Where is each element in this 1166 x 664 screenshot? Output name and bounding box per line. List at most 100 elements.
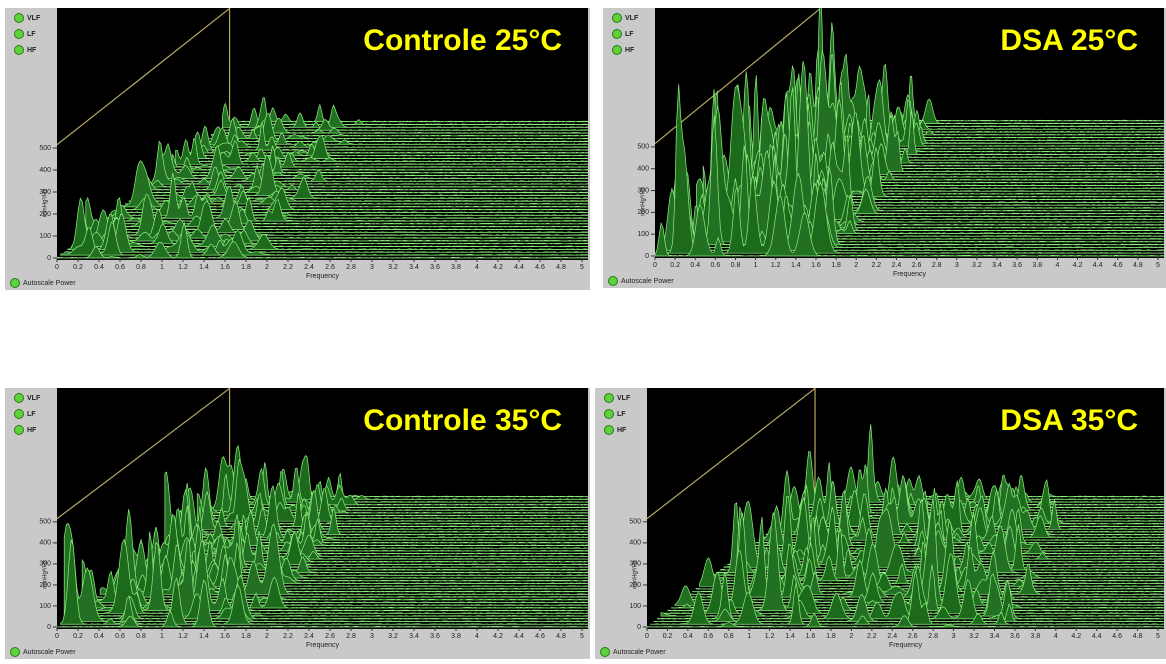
- guide-line: [57, 8, 231, 146]
- x-tick-label: 1.4: [199, 633, 209, 640]
- spectrum-trace: [229, 103, 588, 123]
- x-tick-label: 0.2: [73, 633, 83, 640]
- x-tick-label: 4.6: [535, 633, 545, 640]
- legend-label: HF: [617, 427, 627, 434]
- x-tick-label: 0.8: [136, 633, 146, 640]
- y-tick-label: 100: [39, 603, 51, 610]
- x-tick-label: 0.6: [710, 262, 720, 269]
- spectrum-trace: [193, 121, 588, 151]
- spectrum-trace: [650, 570, 1164, 625]
- x-tick-label: 0.8: [731, 262, 741, 269]
- x-tick-label: 0.4: [683, 633, 693, 640]
- panel: DSA 35°C VLF LF HF 0 100 200 300 400 500 mmHg²/Hz 0…: [595, 388, 1166, 659]
- x-tick-label: 2.8: [928, 633, 938, 640]
- x-tick-label: 1.4: [199, 264, 209, 271]
- x-tick-label: 3.8: [451, 264, 461, 271]
- x-tick-label: 2.2: [867, 633, 877, 640]
- y-tick-label: 400: [629, 540, 641, 547]
- x-tick-label: 1.6: [220, 633, 230, 640]
- x-tick-label: 4.8: [1133, 633, 1143, 640]
- spectrum-trace: [60, 539, 588, 625]
- x-tick-label: 0: [55, 633, 59, 640]
- x-tick-label: 2.4: [887, 633, 897, 640]
- legend-label: LF: [625, 31, 634, 38]
- spectrum-trace: [81, 558, 588, 609]
- y-tick-label: 0: [47, 255, 51, 262]
- x-tick-label: 0: [55, 264, 59, 271]
- autoscale-led: [10, 278, 20, 288]
- legend-label: HF: [27, 47, 37, 54]
- x-tick-label: 2: [854, 262, 858, 269]
- guide-line: [57, 388, 231, 520]
- guide-line: [647, 388, 816, 520]
- legend-label: VLF: [27, 395, 41, 402]
- x-tick-label: 2.8: [932, 262, 942, 269]
- x-tick-label: 5: [1156, 633, 1160, 640]
- autoscale-label: Autoscale Power: [621, 278, 674, 285]
- spectrum-trace: [67, 197, 588, 250]
- spectrum-trace: [189, 142, 588, 154]
- x-tick-label: 4: [475, 633, 479, 640]
- x-tick-label: 3.4: [409, 264, 419, 271]
- x-tick-label: 0: [653, 262, 657, 269]
- spectrum-trace: [121, 524, 588, 579]
- x-tick-label: 4.2: [493, 264, 503, 271]
- x-tick-label: 1.8: [826, 633, 836, 640]
- legend-led: [14, 13, 24, 23]
- x-tick-label: 3.4: [992, 262, 1002, 269]
- x-tick-label: 4: [1055, 262, 1059, 269]
- x-axis-label: Frequency: [889, 642, 923, 649]
- x-tick-label: 1.6: [220, 264, 230, 271]
- x-tick-label: 0.2: [670, 262, 680, 269]
- panel-title: Controle 25°C: [363, 24, 562, 57]
- panel-title: DSA 25°C: [1000, 24, 1138, 57]
- x-tick-label: 0.4: [94, 633, 104, 640]
- legend-led: [604, 409, 614, 419]
- x-tick-label: 4.8: [1133, 262, 1143, 269]
- y-tick-label: 0: [637, 624, 641, 631]
- y-tick-label: 100: [629, 603, 641, 610]
- legend-led: [14, 425, 24, 435]
- x-tick-label: 4.4: [1092, 633, 1102, 640]
- legend-led: [14, 393, 24, 403]
- y-tick-label: 200: [629, 582, 641, 589]
- spectrum-trace: [99, 523, 588, 595]
- x-tick-label: 3.2: [388, 264, 398, 271]
- x-tick-label: 2.6: [325, 633, 335, 640]
- x-tick-label: 1.4: [791, 262, 801, 269]
- panel: Controle 25°C VLF LF HF 0 100 200 300 400 500 mmHg…: [5, 8, 590, 290]
- panel-title: Controle 35°C: [363, 404, 562, 437]
- spectrum-trace: [178, 151, 588, 162]
- y-axis-label: mmHg²/Hz: [633, 560, 639, 589]
- panel-title: DSA 35°C: [1000, 404, 1138, 437]
- spectrum-trace: [647, 612, 1164, 628]
- plot: [647, 388, 1164, 628]
- spectrum-trace: [214, 118, 588, 134]
- x-tick-label: 3.6: [430, 633, 440, 640]
- x-tick-label: 0.8: [724, 633, 734, 640]
- x-tick-label: 4: [475, 264, 479, 271]
- plot: [57, 388, 588, 628]
- x-tick-label: 4.8: [556, 264, 566, 271]
- y-tick-label: 100: [637, 231, 649, 238]
- y-axis-label: mmHg²/Hz: [43, 189, 49, 218]
- y-tick-label: 300: [39, 561, 51, 568]
- x-tick-label: 4.6: [1113, 262, 1123, 269]
- y-tick-label: 200: [39, 211, 51, 218]
- legend-led: [14, 29, 24, 39]
- x-tick-label: 4.4: [514, 633, 524, 640]
- x-tick-label: 2.6: [325, 264, 335, 271]
- x-tick-label: 1.2: [178, 633, 188, 640]
- x-tick-label: 3.6: [1010, 633, 1020, 640]
- spectrum-trace: [225, 117, 588, 125]
- spectrum-trace: [135, 154, 588, 196]
- x-tick-label: 4.2: [1071, 633, 1081, 640]
- y-tick-label: 400: [39, 540, 51, 547]
- legend-label: VLF: [27, 15, 41, 22]
- y-tick-label: 300: [629, 561, 641, 568]
- x-tick-label: 3: [370, 633, 374, 640]
- x-tick-label: 3.8: [451, 633, 461, 640]
- plot: [655, 8, 1164, 257]
- x-tick-label: 4.6: [535, 264, 545, 271]
- x-tick-label: 3.6: [1012, 262, 1022, 269]
